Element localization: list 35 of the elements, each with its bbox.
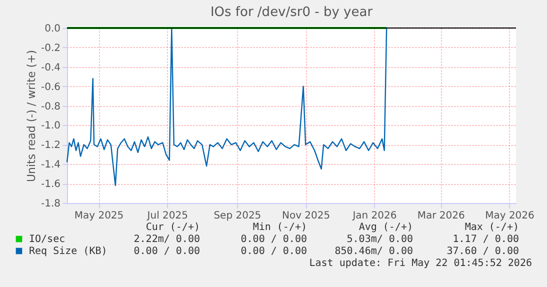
text: Avg (-/+) [358, 222, 413, 233]
x-tick-label: May 2025 [74, 210, 124, 222]
y-tick-label: -1.4 [40, 160, 60, 171]
text: Cur (-/+) [146, 222, 200, 233]
x-tick-label: Jan 2026 [352, 210, 397, 222]
text: 0.00 / 0.00 [240, 234, 307, 245]
y-tick-label: -0.4 [40, 62, 60, 74]
text: 37.60 / 0.00 [446, 246, 519, 257]
x-tick-label: Jul 2025 [146, 210, 188, 222]
text: 5.03m/ 0.00 [346, 234, 413, 245]
chart-title: IOs for /dev/sr0 - by year [210, 5, 374, 20]
y-tick-label: -1.0 [40, 120, 60, 132]
y-tick-label: -0.6 [40, 82, 60, 93]
x-tick-label: May 2026 [485, 210, 534, 222]
text: 0.00 / 0.00 [240, 246, 307, 257]
text: Last update: Fri May 22 01:45:52 2026 [309, 258, 532, 269]
x-tick-label: Mar 2026 [417, 210, 465, 222]
x-tick-label: Nov 2025 [282, 210, 330, 222]
text: 850.46m/ 0.00 [334, 246, 413, 257]
y-tick-label: -1.6 [40, 179, 60, 190]
text: Min (-/+) [252, 222, 307, 233]
line-series [66, 27, 388, 186]
legend-label: Req Size (KB) [29, 246, 108, 257]
text: Max (-/+) [464, 222, 519, 233]
text: 0.00 / 0.00 [134, 246, 200, 257]
y-tick-label: -1.8 [40, 198, 60, 210]
legend-label: IO/sec [29, 234, 66, 245]
y-tick-label: -0.2 [40, 42, 60, 54]
text: 1.17 / 0.00 [452, 234, 519, 245]
x-tick-label: Sep 2025 [214, 210, 262, 222]
y-tick-label: -1.2 [40, 140, 60, 152]
text: 2.22m/ 0.00 [134, 234, 200, 245]
y-tick-label: -0.8 [40, 101, 60, 112]
y-tick-label: 0.0 [44, 24, 60, 34]
y-axis-title: Units read (-) / write (+) [24, 50, 38, 182]
